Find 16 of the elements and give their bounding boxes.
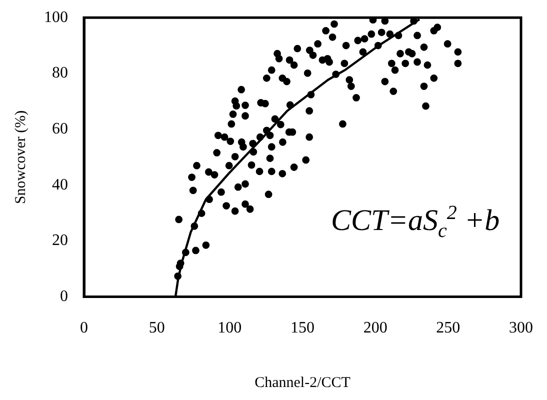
y-tick-label: 100 [44, 8, 68, 26]
x-axis-title: Channel-2/CCT [254, 374, 350, 391]
y-tick-label: 40 [52, 176, 68, 194]
y-tick-label: 20 [52, 232, 68, 250]
y-tick-label: 60 [52, 120, 68, 138]
x-tick-label: 0 [80, 320, 88, 337]
x-tick-label: 250 [436, 320, 460, 337]
annotation: CCT=aS$_{c}$$^{2}$ +b [331, 202, 500, 243]
y-tick-label: 80 [52, 64, 68, 82]
x-tick-label: 200 [363, 320, 388, 337]
y-axis-title: Snowcover (%) [12, 110, 29, 204]
x-tick-label: 150 [290, 320, 314, 337]
x-tick-label: 100 [218, 320, 242, 337]
y-tick-label: 0 [60, 288, 68, 306]
x-tick-label: 300 [509, 320, 533, 337]
x-tick-label: 50 [148, 320, 165, 337]
